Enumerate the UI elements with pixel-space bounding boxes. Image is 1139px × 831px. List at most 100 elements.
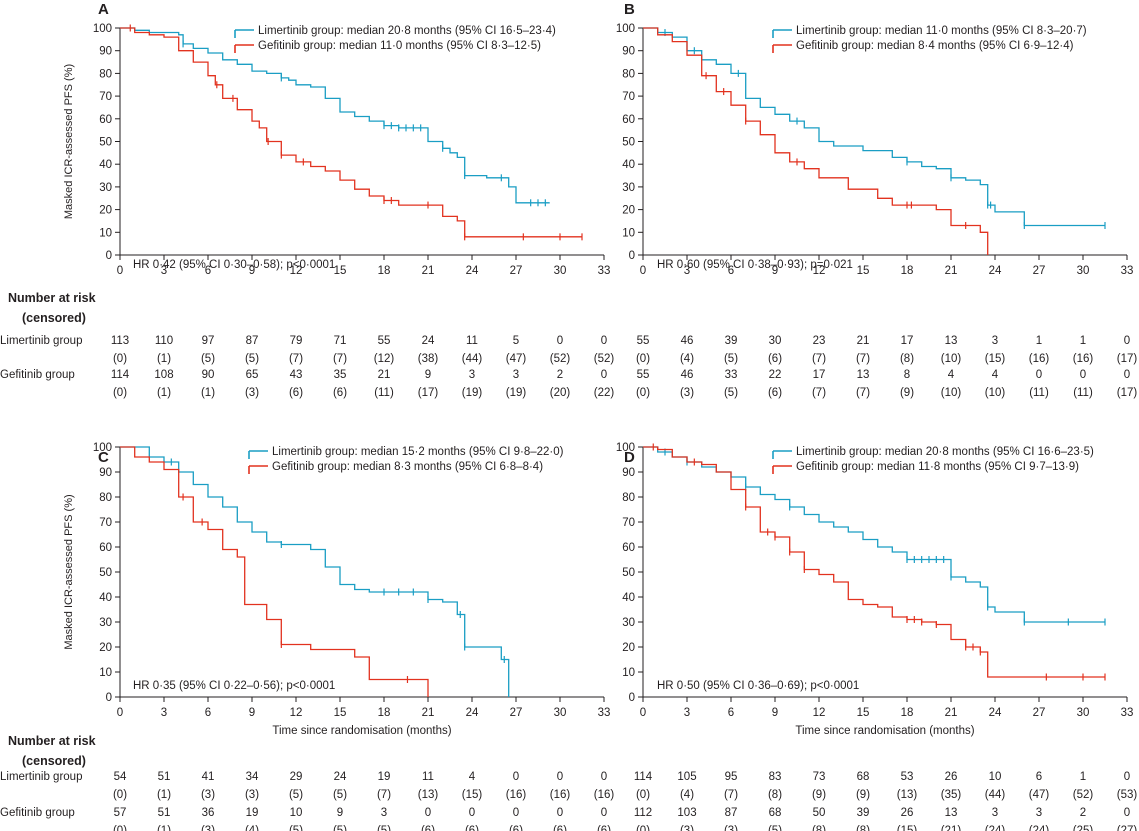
panel-d-x-tick-label: 30 — [1077, 707, 1090, 719]
panel-d-risk-limertinib-n: 0 — [1124, 771, 1130, 783]
panel-c-risk-gefitinib-censored: (6) — [597, 825, 611, 831]
panel-b-legend-gefitinib: Gefitinib group: median 8·4 months (95% … — [796, 40, 1074, 52]
panel-c-x-tick-label: 33 — [598, 707, 611, 719]
panel-d-y-tick-label: 60 — [622, 542, 635, 554]
panel-a-x-tick-label: 27 — [510, 265, 523, 277]
panel-a-y-axis-label: Masked ICR-assessed PFS (%) — [63, 64, 75, 219]
panel-a-y-tick-label: 50 — [99, 137, 112, 149]
panel-a-risk-limertinib-n: 87 — [246, 335, 259, 347]
panel-a-y-tick-label: 60 — [99, 114, 112, 126]
panel-b-risk-gefitinib-n: 4 — [948, 369, 955, 381]
panel-b-gefitinib-curve — [643, 27, 989, 255]
panel-a-risk-gefitinib-n: 108 — [154, 369, 173, 381]
panel-b-x-tick-label: 0 — [640, 265, 646, 277]
panel-c-x-tick-label: 15 — [334, 707, 347, 719]
panel-d-x-tick-label: 0 — [640, 707, 646, 719]
panel-c-x-tick-label: 12 — [290, 707, 303, 719]
panel-c-gefitinib-curve — [120, 446, 429, 697]
panel-d-x-tick-label: 9 — [772, 707, 778, 719]
panel-a-risk-gefitinib-n: 3 — [513, 369, 519, 381]
panel-d-risk-limertinib-censored: (7) — [724, 789, 738, 801]
panel-c-y-tick-label: 50 — [99, 567, 112, 579]
panel-c-risk-limertinib-n: 54 — [114, 771, 127, 783]
panel-b-risk-limertinib-censored: (8) — [900, 353, 914, 365]
panel-a-risk-limertinib-n: 113 — [111, 335, 129, 347]
panel-d-y-tick-label: 10 — [622, 667, 635, 679]
panel-c-risk-limertinib-n: 51 — [158, 771, 171, 783]
panel-b-risk-limertinib-censored: (6) — [768, 353, 782, 365]
panel-c-legend-gefitinib: Gefitinib group: median 8·3 months (95% … — [272, 461, 543, 473]
panel-a-x-tick-label: 0 — [117, 265, 123, 277]
panel-a-risk-limertinib-n: 0 — [601, 335, 607, 347]
panel-d-y-tick-label: 40 — [622, 592, 635, 604]
panel-a-risk-limertinib-censored: (7) — [333, 353, 347, 365]
panel-b-x-tick-label: 3 — [684, 265, 690, 277]
panel-c-x-tick-label: 0 — [117, 707, 123, 719]
panel-a-risk-gefitinib-censored: (19) — [462, 387, 483, 399]
panel-d-risk-gefitinib-n: 3 — [1036, 807, 1042, 819]
panel-c-risk-limertinib-censored: (7) — [377, 789, 391, 801]
panel-d-risk-gefitinib-n: 0 — [1124, 807, 1130, 819]
panel-b-risk-gefitinib-censored: (7) — [812, 387, 826, 399]
panel-d-risk-gefitinib-n: 26 — [901, 807, 914, 819]
panel-a-risk-gefitinib-n: 9 — [425, 369, 431, 381]
panel-b-risk-gefitinib-censored: (5) — [724, 387, 738, 399]
panel-b-risk-gefitinib-censored: (6) — [768, 387, 782, 399]
panel-a-legend-limertinib: Limertinib group: median 20·8 months (95… — [258, 25, 556, 37]
panel-b-risk-gefitinib-censored: (7) — [856, 387, 870, 399]
panel-b-risk-limertinib-n: 30 — [769, 335, 782, 347]
panel-b-risk-gefitinib-n: 4 — [992, 369, 999, 381]
panel-b-risk-limertinib-n: 1 — [1036, 335, 1042, 347]
risk-header-line2: (censored) — [22, 311, 86, 325]
panel-a-x-tick-label: 3 — [161, 265, 167, 277]
panel-d-risk-limertinib-n: 1 — [1080, 771, 1086, 783]
panel-a-y-tick-label: 0 — [106, 250, 112, 262]
panel-b-y-tick-label: 40 — [622, 159, 635, 171]
panel-d-risk-gefitinib-n: 3 — [992, 807, 998, 819]
panel-d-y-tick-label: 50 — [622, 567, 635, 579]
panel-c-risk-limertinib-censored: (3) — [245, 789, 259, 801]
panel-d-risk-limertinib-censored: (9) — [812, 789, 826, 801]
panel-a-risk-gefitinib-censored: (17) — [418, 387, 439, 399]
panel-b-risk-limertinib-n: 1 — [1080, 335, 1086, 347]
panel-a-legend-gefitinib: Gefitinib group: median 11·0 months (95%… — [258, 40, 541, 52]
panel-d-risk-gefitinib-censored: (3) — [680, 825, 694, 831]
panel-a-risk-limertinib-n: 11 — [466, 335, 478, 347]
panel-a-y-tick-label: 70 — [99, 91, 112, 103]
panel-a-risk-gefitinib-censored: (6) — [333, 387, 347, 399]
panel-d-risk-limertinib-censored: (0) — [636, 789, 650, 801]
panel-b-x-tick-label: 24 — [989, 265, 1002, 277]
panel-d-risk-gefitinib-censored: (5) — [768, 825, 782, 831]
panel-b-risk-limertinib-censored: (7) — [812, 353, 826, 365]
panel-a-risk-limertinib-n: 79 — [290, 335, 303, 347]
panel-a-risk-gefitinib-n: 0 — [601, 369, 607, 381]
panel-c-risk-limertinib-n: 29 — [290, 771, 303, 783]
panel-c-risk-gefitinib-censored: (5) — [377, 825, 391, 831]
panel-a-y-tick-label: 20 — [99, 205, 112, 217]
panel-d-hr-annotation: HR 0·50 (95% CI 0·36–0·69); p<0·0001 — [657, 680, 859, 692]
panel-c-x-tick-label: 6 — [205, 707, 211, 719]
panel-d-risk-limertinib-censored: (44) — [985, 789, 1006, 801]
panel-d-legend-gefitinib: Gefitinib group: median 11·8 months (95%… — [796, 461, 1079, 473]
panel-a-risk-limertinib-n: 97 — [202, 335, 215, 347]
panel-a-x-tick-label: 33 — [598, 265, 611, 277]
panel-c-risk-gefitinib-censored: (3) — [201, 825, 215, 831]
panel-c-y-tick-label: 30 — [99, 617, 112, 629]
panel-d-risk-limertinib-n: 83 — [769, 771, 782, 783]
panel-d-x-axis-label: Time since randomisation (months) — [795, 725, 974, 737]
panel-a-risk-limertinib-n: 0 — [557, 335, 563, 347]
panel-c-letter: C — [98, 449, 109, 466]
panel-a-risk-gefitinib-censored: (6) — [289, 387, 303, 399]
panel-b-risk-limertinib-censored: (4) — [680, 353, 694, 365]
panel-d-risk-gefitinib-censored: (24) — [1029, 825, 1050, 831]
panel-c-risk-gefitinib-censored: (5) — [333, 825, 347, 831]
panel-b-x-tick-label: 33 — [1121, 265, 1134, 277]
panel-c-risk-gefitinib-censored: (6) — [421, 825, 435, 831]
panel-a-risk-gefitinib-n: 35 — [334, 369, 347, 381]
panel-b-risk-limertinib-n: 23 — [813, 335, 826, 347]
panel-b-risk-gefitinib-n: 46 — [681, 369, 694, 381]
panel-d-risk-limertinib-n: 10 — [989, 771, 1002, 783]
panel-d-risk-gefitinib-censored: (8) — [812, 825, 826, 831]
panel-d-risk-gefitinib-n: 2 — [1080, 807, 1086, 819]
panel-c-y-axis-label: Masked ICR-assessed PFS (%) — [63, 494, 75, 649]
